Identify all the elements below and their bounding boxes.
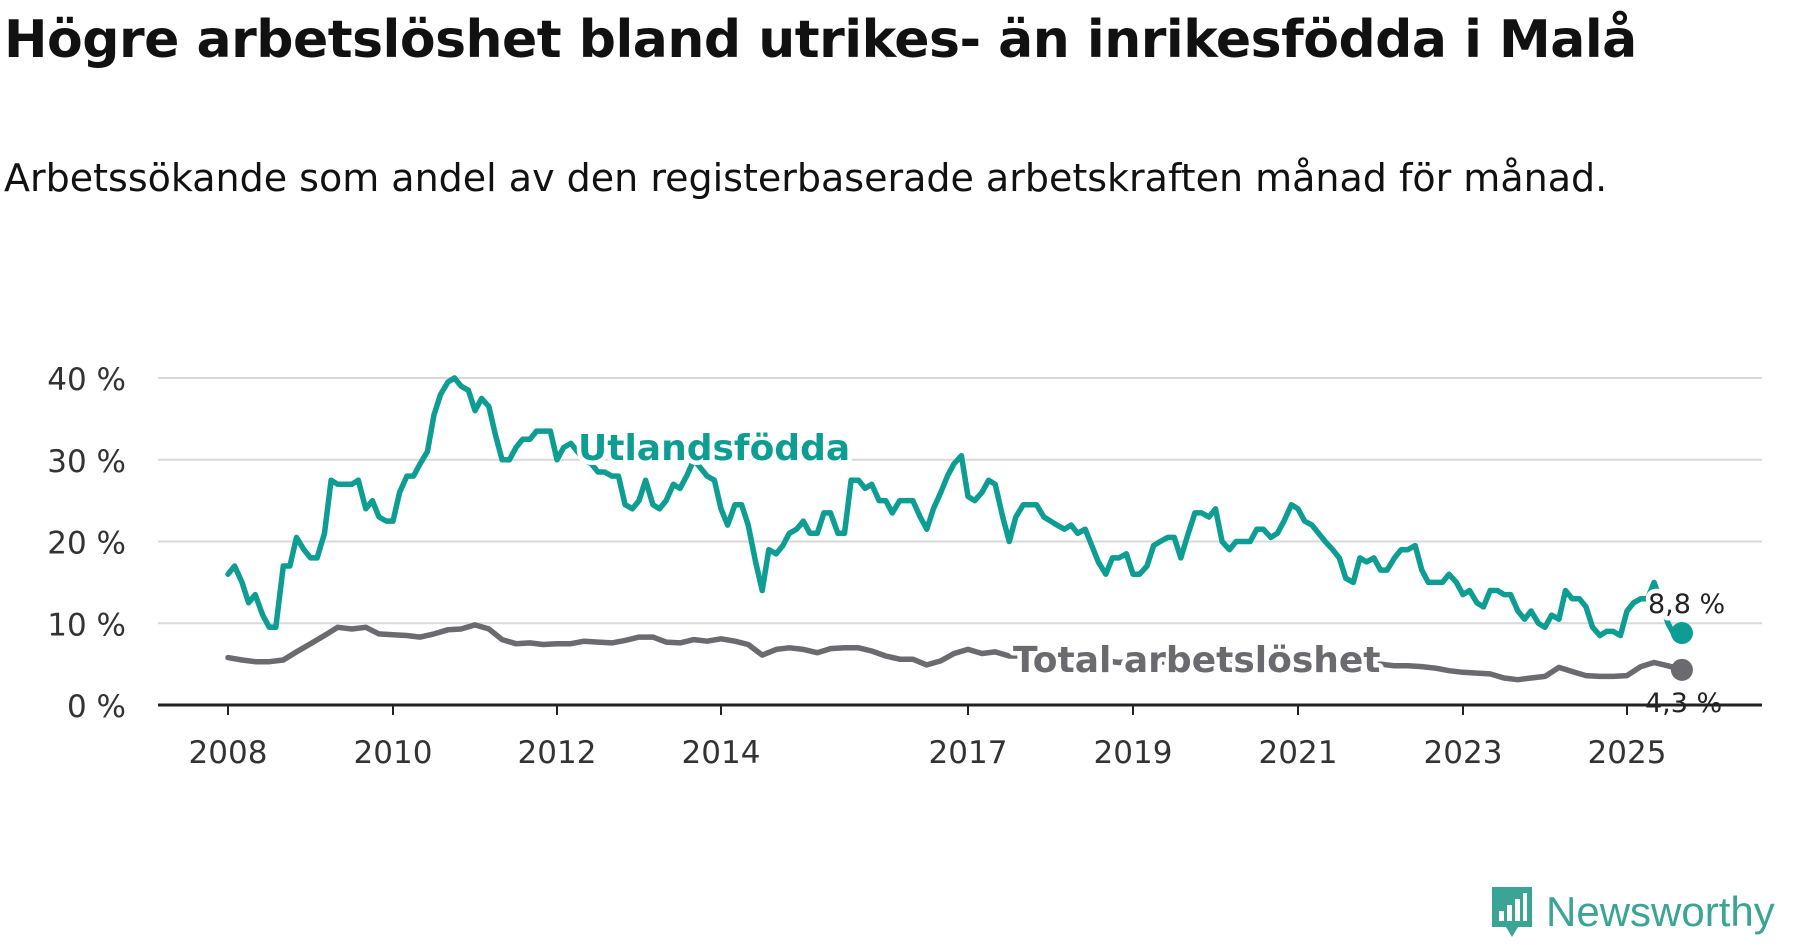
x-tick-label: 2010 [354, 735, 433, 771]
newsworthy-logo[interactable]: Newsworthy [1488, 883, 1775, 941]
series-label-utlandsfodda: Utlandsfödda [578, 428, 850, 469]
y-tick-label: 10 % [47, 607, 126, 643]
y-tick-label: 0 % [67, 689, 126, 725]
x-tick-label: 2008 [189, 735, 268, 771]
x-tick-label: 2012 [518, 735, 597, 771]
newsworthy-logo-text: Newsworthy [1546, 888, 1775, 935]
chart-title: Högre arbetslöshet bland utrikes- än inr… [4, 10, 1637, 70]
x-tick-label: 2019 [1094, 735, 1173, 771]
series-line-total [225, 622, 1685, 683]
newsworthy-logo-icon [1492, 887, 1532, 937]
x-tick-label: 2017 [929, 735, 1008, 771]
y-tick-label: 20 % [47, 526, 126, 562]
series-line-total-end-marker [1670, 658, 1693, 681]
series-line-utlandsfodda-end-marker [1670, 622, 1693, 645]
end-value-utlandsfodda: 8,8 % [1648, 589, 1725, 620]
x-tick-label: 2014 [682, 735, 761, 771]
x-tick-label: 2025 [1588, 735, 1667, 771]
axes: 0 % 10 % 20 % 30 % 40 % 2008 2010 2012 2014 2017 2… [47, 362, 1762, 771]
series-line-utlandsfodda [225, 375, 1685, 639]
chart-subtitle: Arbetssökande som andel av den registerb… [4, 156, 1608, 200]
x-tick-label: 2023 [1424, 735, 1503, 771]
x-tick-label: 2021 [1259, 735, 1338, 771]
series-label-total: Total arbetslöshet [1013, 640, 1381, 681]
series-lines [225, 375, 1693, 683]
y-tick-label: 30 % [47, 444, 126, 480]
y-tick-label: 40 % [47, 362, 126, 398]
